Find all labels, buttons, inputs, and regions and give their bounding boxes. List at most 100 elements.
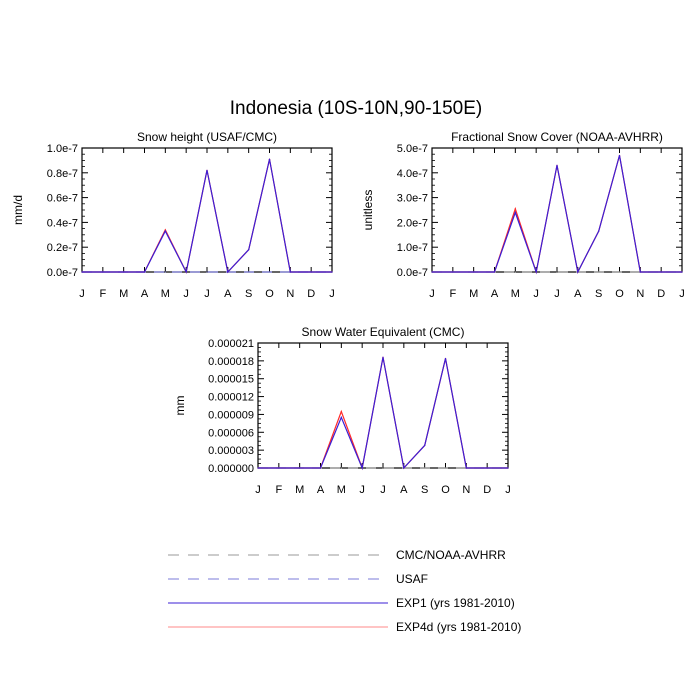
data-point-exp1-yrs-1981-2010: [102, 271, 104, 273]
x-tick-label: J: [255, 484, 261, 496]
x-tick-label: J: [505, 484, 511, 496]
legend-label-cmc-noaa-avhrr: CMC/NOAA-AVHRR: [396, 548, 506, 562]
plot-frame: [81, 147, 333, 273]
y-tick-label: 1.0e-7: [397, 242, 428, 254]
data-point-exp1-yrs-1981-2010: [473, 271, 475, 273]
x-tick-label: A: [224, 288, 232, 300]
legend-label-exp4d-yrs-1981-2010: EXP4d (yrs 1981-2010): [396, 620, 521, 634]
data-point-exp1-yrs-1981-2010: [331, 271, 333, 273]
data-point-exp1-yrs-1981-2010: [310, 271, 312, 273]
y-tick-label: 0.000006: [208, 427, 254, 439]
x-tick-label: F: [99, 288, 106, 300]
x-tick-label: O: [441, 484, 450, 496]
legend: CMC/NOAA-AVHRR USAF EXP1 (yrs 1981-2010) EX…: [168, 548, 521, 634]
plot-frame: [257, 342, 509, 469]
y-axis-label: unitless: [361, 190, 375, 231]
data-point-exp1-yrs-1981-2010: [164, 230, 166, 232]
y-tick-label: 0.000000: [208, 463, 254, 475]
x-tick-label: M: [119, 288, 128, 300]
data-point-exp1-yrs-1981-2010: [299, 467, 301, 469]
data-point-exp1-yrs-1981-2010: [452, 271, 454, 273]
panel-title: Fractional Snow Cover (NOAA-AVHRR): [451, 130, 663, 144]
x-tick-label: A: [574, 288, 582, 300]
data-point-exp1-yrs-1981-2010: [403, 467, 405, 469]
x-tick-label: M: [511, 288, 520, 300]
x-tick-label: D: [483, 484, 491, 496]
x-tick-label: J: [429, 288, 435, 300]
data-point-exp1-yrs-1981-2010: [185, 271, 187, 273]
x-tick-label: N: [462, 484, 470, 496]
x-tick-label: N: [636, 288, 644, 300]
data-point-exp1-yrs-1981-2010: [577, 271, 579, 273]
data-point-exp1-yrs-1981-2010: [319, 467, 322, 469]
panel-title: Snow height (USAF/CMC): [137, 130, 277, 144]
data-point-exp1-yrs-1981-2010: [514, 211, 516, 214]
data-point-cmc-noaa-avhrr: [382, 467, 384, 469]
y-tick-label: 0.2e-7: [47, 242, 78, 254]
data-point-cmc-noaa-avhrr: [424, 467, 426, 469]
data-point-exp1-yrs-1981-2010: [268, 158, 271, 160]
data-point-exp1-yrs-1981-2010: [507, 467, 509, 469]
x-tick-label: A: [491, 288, 499, 300]
series-line-exp1-yrs-1981-2010: [432, 155, 682, 275]
y-tick-label: 0.000015: [208, 374, 254, 386]
series-line-exp4d-yrs-1981-2010: [432, 155, 682, 275]
x-tick-label: M: [295, 484, 304, 496]
data-point-exp1-yrs-1981-2010: [444, 357, 447, 360]
chart-panel-fractional-snow-cover: Fractional Snow Cover (NOAA-AVHRR) unitle…: [361, 130, 685, 300]
data-point-exp1-yrs-1981-2010: [123, 271, 125, 273]
data-point-cmc-noaa-avhrr: [340, 467, 342, 469]
y-tick-label: 0.000003: [208, 445, 254, 457]
data-point-exp1-yrs-1981-2010: [493, 271, 496, 273]
x-tick-label: J: [329, 288, 335, 300]
y-tick-label: 0.6e-7: [47, 193, 78, 205]
data-point-exp1-yrs-1981-2010: [618, 154, 621, 157]
data-point-exp1-yrs-1981-2010: [660, 271, 662, 273]
data-point-exp1-yrs-1981-2010: [486, 467, 488, 469]
y-tick-label: 3.0e-7: [397, 193, 428, 205]
y-tick-label: 0.000009: [208, 409, 254, 421]
x-tick-label: O: [265, 288, 274, 300]
data-point-exp1-yrs-1981-2010: [289, 271, 291, 273]
x-tick-label: J: [554, 288, 560, 300]
x-tick-label: J: [79, 288, 85, 300]
x-tick-label: J: [679, 288, 685, 300]
x-tick-label: S: [595, 288, 602, 300]
x-tick-label: A: [400, 484, 408, 496]
data-point-exp1-yrs-1981-2010: [431, 271, 433, 273]
data-point-exp1-yrs-1981-2010: [465, 467, 467, 469]
data-point-usaf: [248, 271, 250, 273]
legend-label-usaf: USAF: [396, 572, 428, 586]
y-tick-label: 0.000021: [208, 338, 254, 350]
data-point-exp1-yrs-1981-2010: [598, 230, 600, 232]
x-tick-label: D: [307, 288, 315, 300]
data-point-cmc-noaa-avhrr: [556, 271, 558, 273]
series-line-exp1-yrs-1981-2010: [82, 159, 332, 274]
x-tick-label: A: [317, 484, 325, 496]
x-tick-label: J: [380, 484, 386, 496]
data-point-usaf: [268, 271, 271, 273]
data-point-cmc-noaa-avhrr: [514, 271, 516, 273]
data-point-cmc-noaa-avhrr: [618, 271, 621, 273]
data-point-exp4d-yrs-1981-2010: [514, 208, 516, 210]
chart-panel-snow-water-equivalent: Snow Water Equivalent (CMC)mmJ F M A M J J A S O N…: [173, 325, 511, 496]
y-tick-label: 0.0e-7: [397, 267, 428, 279]
chart-panel-snow-height: Snow height (USAF/CMC)mm/dJ F M A M J J A S O N D J0…: [11, 130, 335, 300]
x-tick-label: F: [275, 484, 282, 496]
x-tick-label: F: [449, 288, 456, 300]
data-point-cmc-noaa-avhrr: [598, 271, 600, 273]
series-line-exp1-yrs-1981-2010: [258, 357, 508, 471]
x-tick-label: M: [469, 288, 478, 300]
series-line-exp4d-yrs-1981-2010: [258, 357, 508, 471]
legend-label-exp1-yrs-1981-2010: EXP1 (yrs 1981-2010): [396, 596, 515, 610]
y-tick-label: 0.4e-7: [47, 217, 78, 229]
y-tick-label: 5.0e-7: [397, 143, 428, 155]
y-tick-label: 0.0e-7: [47, 267, 78, 279]
y-tick-label: 1.0e-7: [47, 143, 78, 155]
data-point-exp1-yrs-1981-2010: [257, 467, 259, 469]
data-point-exp1-yrs-1981-2010: [227, 271, 229, 273]
y-tick-label: 4.0e-7: [397, 168, 428, 180]
data-point-exp1-yrs-1981-2010: [681, 271, 683, 273]
data-point-exp1-yrs-1981-2010: [382, 356, 384, 358]
